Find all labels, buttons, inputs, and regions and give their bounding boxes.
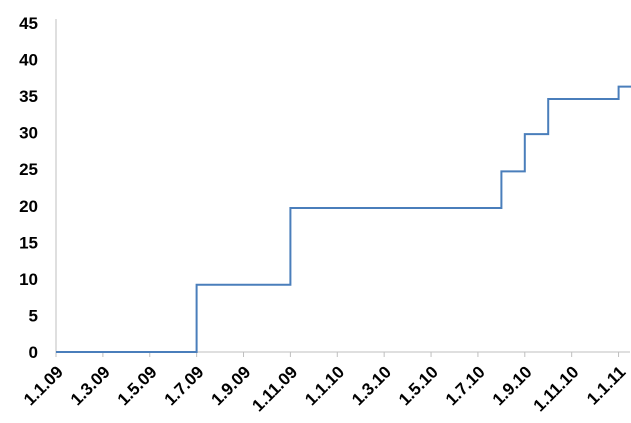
y-tick-label: 20 <box>19 197 38 216</box>
x-tick-label: 1.1.09 <box>20 362 67 409</box>
y-tick-label: 30 <box>19 124 38 143</box>
x-tick-label: 1.7.10 <box>442 362 489 409</box>
y-tick-label: 5 <box>29 306 38 325</box>
y-tick-label: 0 <box>29 343 38 362</box>
x-tick-label: 1.9.09 <box>207 362 254 409</box>
x-tick-label: 1.9.10 <box>489 362 536 409</box>
x-tick-label: 1.3.09 <box>67 362 114 409</box>
x-tick-label: 1.1.11 <box>583 362 629 408</box>
y-tick-label: 35 <box>19 87 38 106</box>
x-tick-label: 1.7.09 <box>161 362 208 409</box>
series-step-line <box>56 85 631 353</box>
x-tick-label: 1.11.10 <box>530 362 583 415</box>
y-tick-label: 45 <box>19 14 38 33</box>
x-tick-label: 1.5.09 <box>114 362 161 409</box>
y-tick-label: 40 <box>19 51 38 70</box>
x-tick-label: 1.3.10 <box>348 362 395 409</box>
y-tick-label: 10 <box>19 270 38 289</box>
x-tick-label: 1.1.10 <box>301 362 348 409</box>
x-tick-label: 1.5.10 <box>395 362 442 409</box>
y-tick-label: 15 <box>19 233 38 252</box>
y-tick-label: 25 <box>19 160 38 179</box>
x-tick-label: 1.11.09 <box>248 362 301 415</box>
